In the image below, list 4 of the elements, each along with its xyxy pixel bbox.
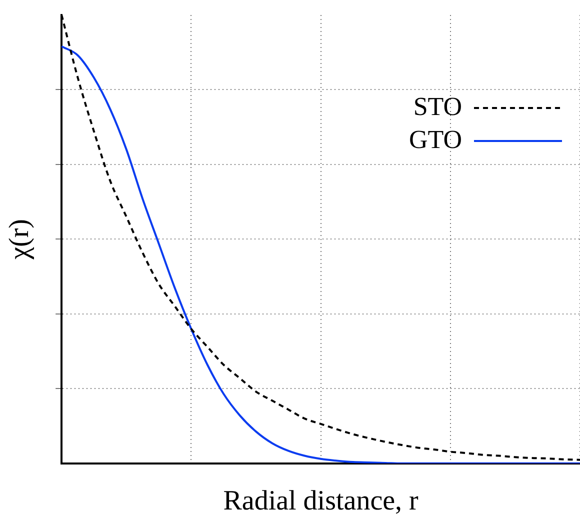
legend-label: STO: [413, 92, 462, 121]
y-axis-title: χ(r): [4, 218, 36, 260]
legend-label: GTO: [409, 124, 462, 154]
x-axis-title: Radial distance, r: [223, 486, 420, 517]
